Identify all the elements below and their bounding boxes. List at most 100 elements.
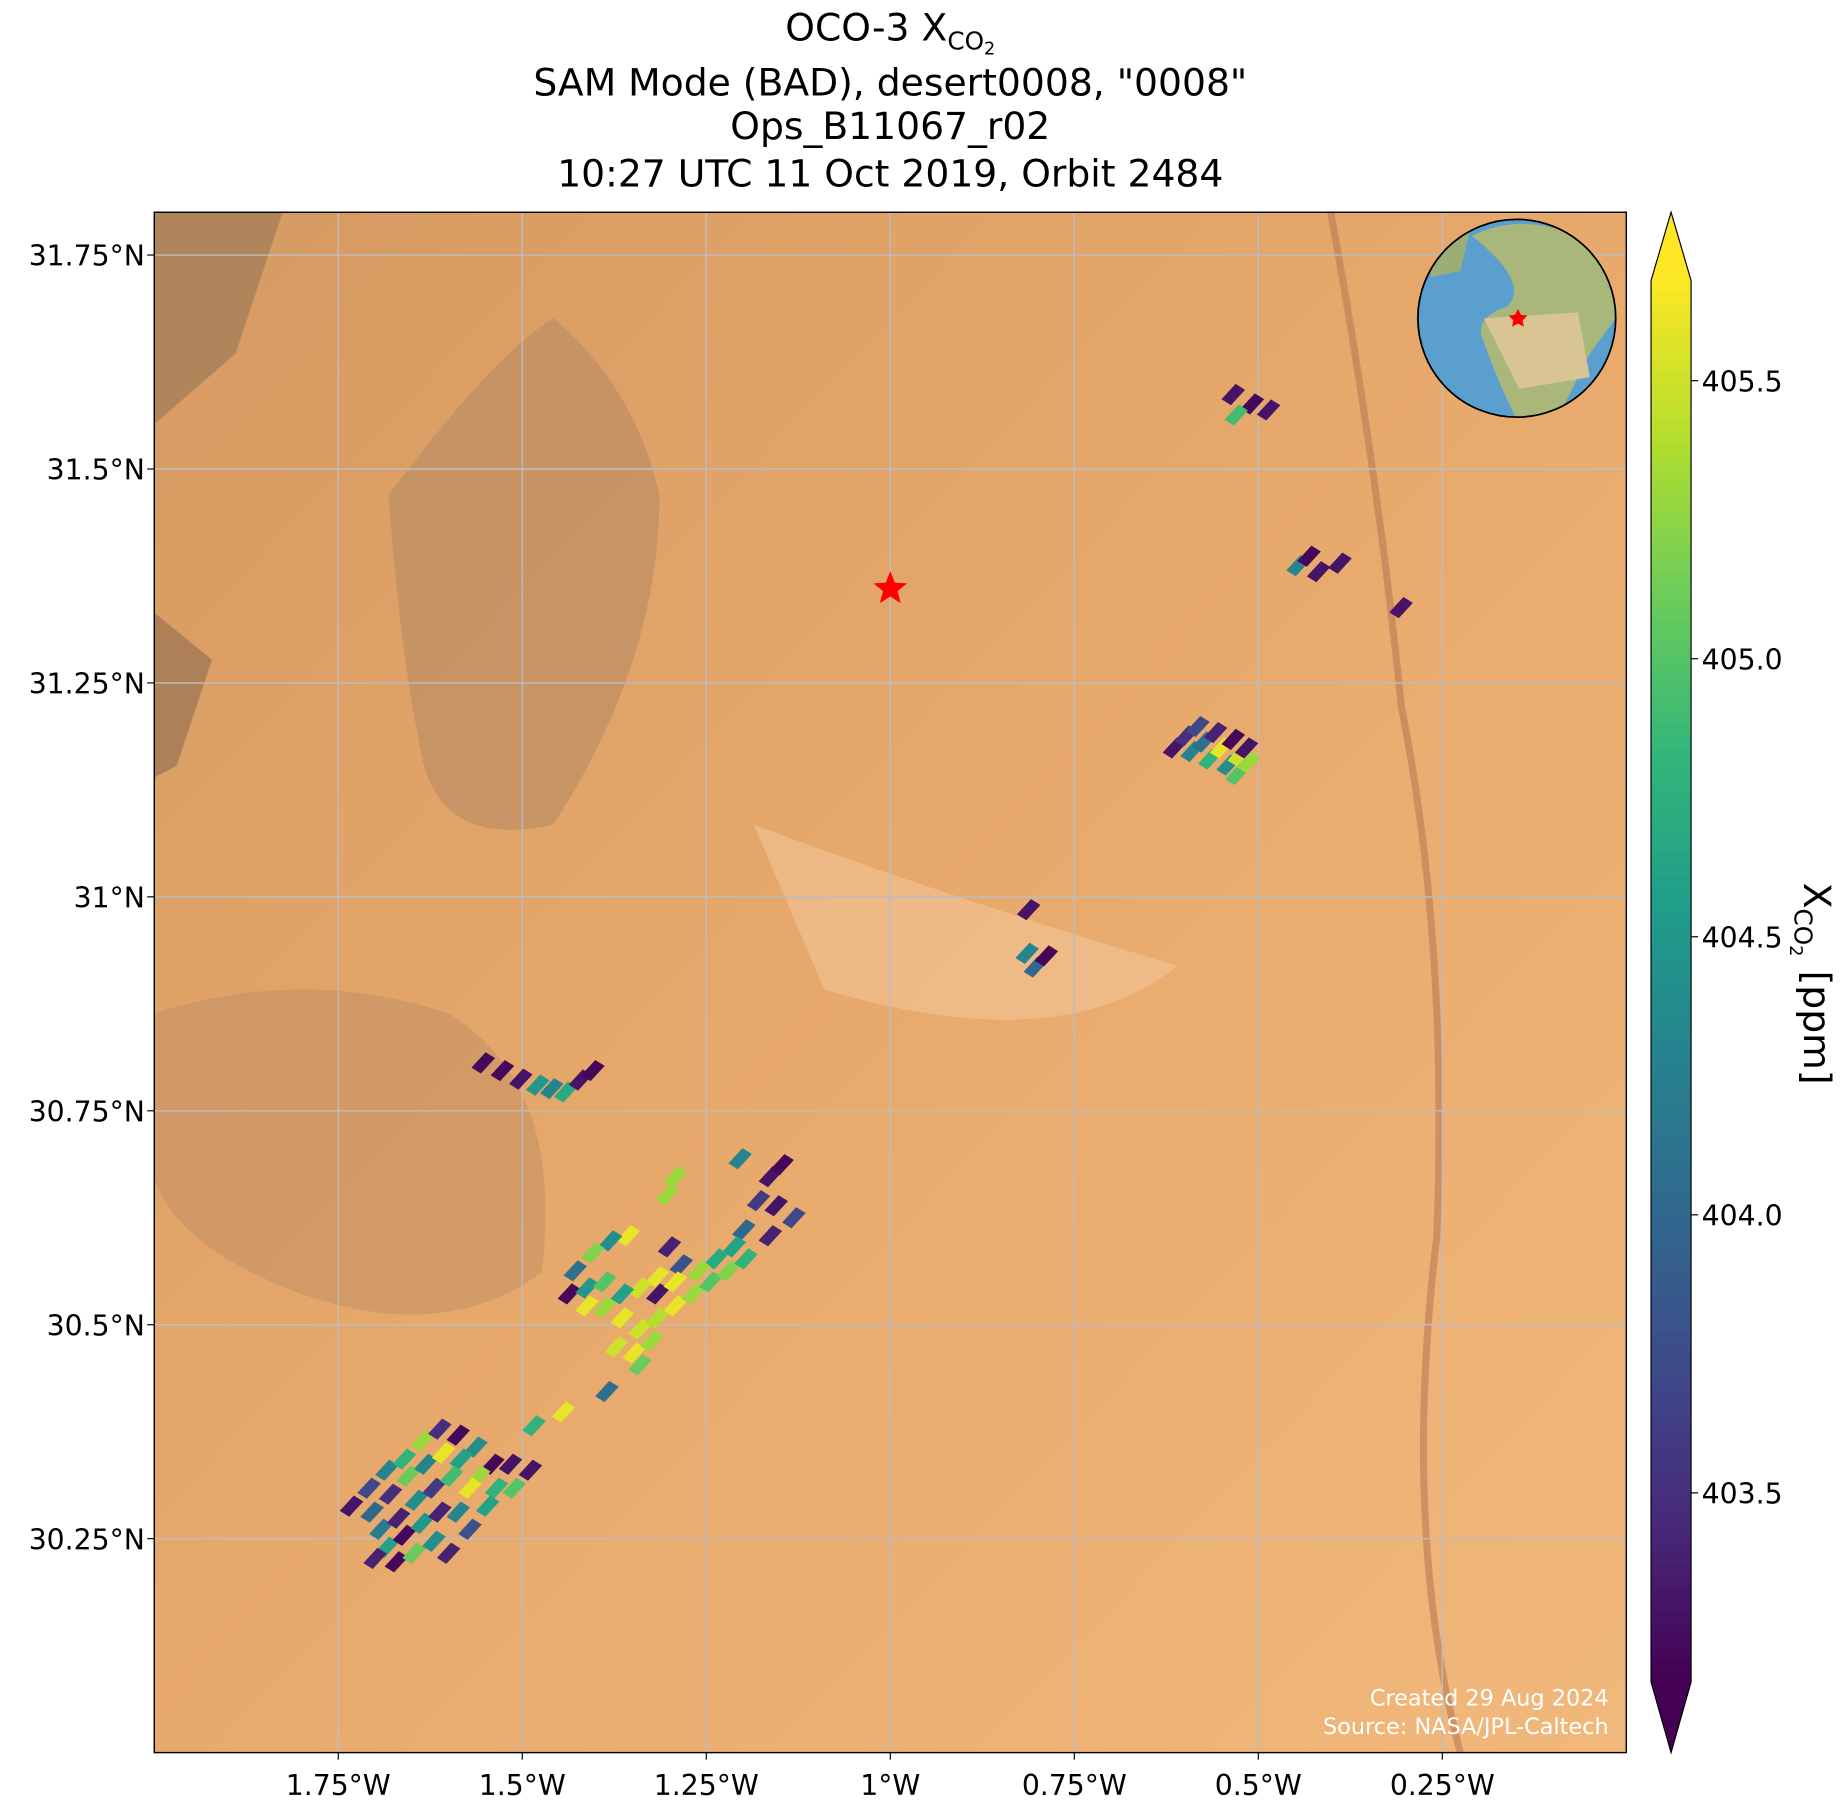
sounding <box>604 1336 629 1358</box>
colorbar-cell <box>1651 362 1692 375</box>
colorbar-cell <box>1651 560 1692 574</box>
colorbar-cell <box>1651 1635 1692 1648</box>
colorbar-cell <box>1651 1541 1692 1555</box>
sounding <box>392 1524 417 1546</box>
x-tick-label: 1.75°W <box>286 1769 391 1800</box>
sounding <box>446 1424 471 1446</box>
colorbar-cell <box>1651 747 1692 761</box>
sounding <box>746 1190 771 1212</box>
colorbar-cell <box>1651 315 1692 328</box>
colorbar-cell <box>1651 1460 1692 1473</box>
x-tick-label: 1°W <box>860 1769 920 1800</box>
colorbar-cell <box>1651 455 1692 469</box>
x-tick-label: 0.25°W <box>1390 1769 1495 1800</box>
sounding <box>1306 561 1331 583</box>
colorbar-frame <box>1650 210 1692 1755</box>
cbar-label-sub: CO <box>1789 909 1818 946</box>
sounding <box>681 1283 705 1305</box>
sounding <box>732 1219 756 1241</box>
colorbar-extend <box>1651 212 1692 281</box>
colorbar-cell <box>1651 969 1692 982</box>
colorbar-cell <box>1651 876 1692 889</box>
colorbar-cell <box>1651 1238 1692 1251</box>
sounding <box>581 1242 605 1264</box>
x-tick-label: 1.25°W <box>654 1769 759 1800</box>
colorbar-cell <box>1651 782 1692 796</box>
colorbar-cell <box>1651 1331 1692 1344</box>
colorbar-cell <box>1651 292 1692 305</box>
credit: Source: NASA/JPL-Caltech <box>1323 1714 1609 1740</box>
colorbar-cell <box>1651 1425 1692 1438</box>
map-layer <box>154 212 1627 1753</box>
sounding <box>645 1283 670 1305</box>
sounding <box>458 1477 482 1499</box>
sounding <box>402 1542 426 1564</box>
colorbar-cell <box>1651 432 1692 445</box>
sounding <box>663 1166 688 1188</box>
colorbar-cell <box>1651 1191 1692 1204</box>
colorbar-cell <box>1651 303 1692 317</box>
sounding <box>386 1507 411 1529</box>
colorbar-cell <box>1651 1308 1692 1321</box>
colorbar: 403.5 404.0 404.5 405.0 405.5 <box>1650 210 1783 1755</box>
colorbar-tick-label: 405.0 <box>1702 643 1783 676</box>
colorbar-cell <box>1651 1576 1692 1590</box>
colorbar-cell <box>1651 514 1692 527</box>
colorbar-cell <box>1651 1051 1692 1064</box>
subtitle: SAM Mode (BAD), desert0008, "0008" <box>533 61 1247 105</box>
y-tick-label: 31.5°N <box>47 454 145 487</box>
sounding <box>716 1260 741 1282</box>
colorbar-cell <box>1651 1378 1692 1391</box>
colorbar-cell <box>1651 1518 1692 1531</box>
colorbar-cell <box>1651 957 1692 971</box>
sounding <box>1328 552 1352 574</box>
sounding <box>502 1477 526 1499</box>
sounding <box>436 1542 461 1564</box>
sounding <box>414 1453 438 1475</box>
colorbar-cell <box>1651 829 1692 842</box>
colorbar-cell <box>1651 1133 1692 1146</box>
sounding <box>484 1477 509 1499</box>
colorbar-cell <box>1651 946 1692 959</box>
sounding <box>1297 545 1321 567</box>
sounding <box>628 1277 652 1299</box>
sounding <box>339 1495 364 1517</box>
colorbar-cell <box>1651 911 1692 924</box>
sounding <box>616 1225 641 1247</box>
colorbar-cell <box>1651 1495 1692 1508</box>
colorbar-cell <box>1651 1319 1692 1333</box>
sounding <box>1224 404 1248 426</box>
sounding <box>563 1260 588 1282</box>
colorbar-cell <box>1651 771 1692 784</box>
colorbar-cell <box>1651 1401 1692 1415</box>
sounding <box>431 1442 456 1464</box>
subtitle: Ops_B11067_r02 <box>730 104 1050 148</box>
sounding <box>446 1501 471 1523</box>
colorbar-extend <box>1651 1681 1692 1753</box>
sounding <box>575 1295 599 1317</box>
colorbar-cell <box>1651 420 1692 434</box>
cbar-label-main: X <box>1795 883 1839 909</box>
sounding <box>628 1354 652 1376</box>
colorbar-cell <box>1651 1086 1692 1099</box>
colorbar-cell <box>1651 1296 1692 1309</box>
colorbar-cell <box>1651 584 1692 597</box>
colorbar-cell <box>1651 736 1692 749</box>
sounding <box>1016 899 1041 921</box>
colorbar-cell <box>1651 759 1692 772</box>
sounding <box>764 1195 788 1217</box>
colorbar-cell <box>1651 922 1692 936</box>
colorbar-cell <box>1651 1109 1692 1123</box>
sounding <box>375 1459 399 1481</box>
colorbar-cell <box>1651 934 1692 947</box>
colorbar-cell <box>1651 1039 1692 1053</box>
sounding <box>1221 728 1246 751</box>
sounding <box>410 1512 434 1534</box>
colorbar-cell <box>1651 397 1692 410</box>
colorbar-tick-label: 404.5 <box>1702 921 1783 954</box>
sounding <box>734 1248 758 1270</box>
sounding <box>458 1518 482 1540</box>
sounding <box>422 1530 446 1552</box>
colorbar-cell <box>1651 1214 1692 1228</box>
colorbar-cell <box>1651 1098 1692 1111</box>
